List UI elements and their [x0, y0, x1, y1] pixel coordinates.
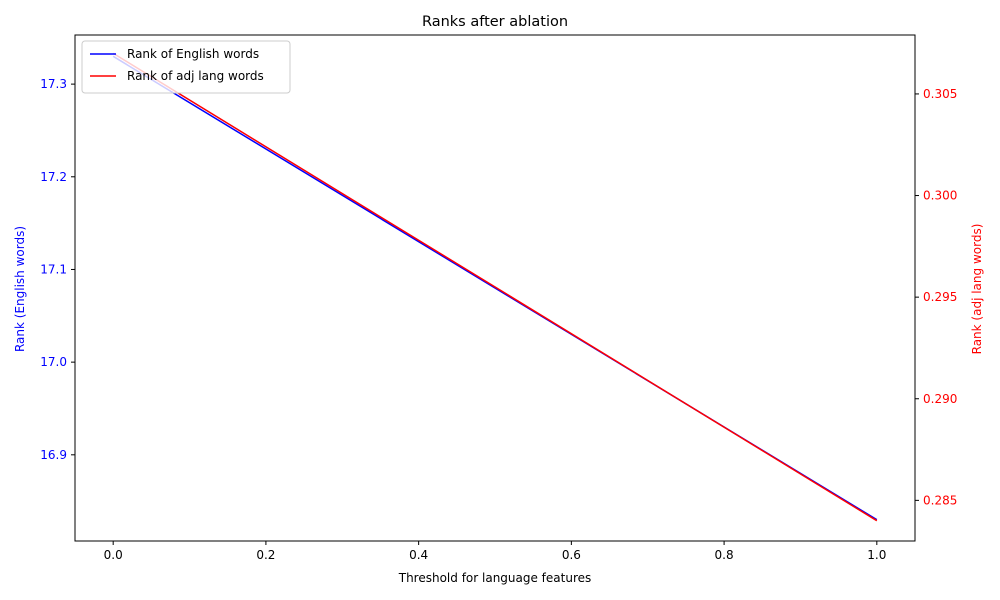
series-line-2: [112, 52, 878, 522]
legend-label-2: Rank of adj lang words: [127, 69, 264, 83]
x-tick-label: 1.0: [867, 548, 886, 562]
legend-box: [81, 40, 291, 94]
right-y-tick-label: 0.300: [923, 189, 957, 203]
left-y-tick-label: 17.3: [40, 77, 67, 91]
right-y-axis-title: Rank (adj lang words): [970, 224, 984, 355]
right-y-tick-label: 0.295: [923, 290, 957, 304]
plot-area: 0.0 0.2 0.4 0.6 0.8 1.0 16.9 17.0 17.1 17.2 17.3 0.…: [40, 34, 957, 562]
right-y-tick-label: 0.305: [923, 87, 957, 101]
legend-label-1: Rank of English words: [127, 47, 259, 61]
x-tick-label: 0.0: [104, 548, 123, 562]
right-y-tick-label: 0.285: [923, 493, 957, 507]
x-tick-label: 0.6: [562, 548, 581, 562]
right-y-tick-label: 0.290: [923, 392, 957, 406]
plot-frame: [74, 34, 916, 542]
left-y-tick-label: 17.2: [40, 170, 67, 184]
left-y-tick-label: 17.0: [40, 355, 67, 369]
x-tick-label: 0.2: [256, 548, 275, 562]
left-y-tick-label: 17.1: [40, 262, 67, 276]
chart-title: Ranks after ablation: [422, 14, 568, 30]
left-y-axis-title: Rank (English words): [13, 226, 27, 352]
x-tick-label: 0.4: [409, 548, 428, 562]
x-tick-label: 0.8: [715, 548, 734, 562]
x-axis-title: Threshold for language features: [398, 571, 592, 585]
left-y-tick-label: 16.9: [40, 448, 67, 462]
